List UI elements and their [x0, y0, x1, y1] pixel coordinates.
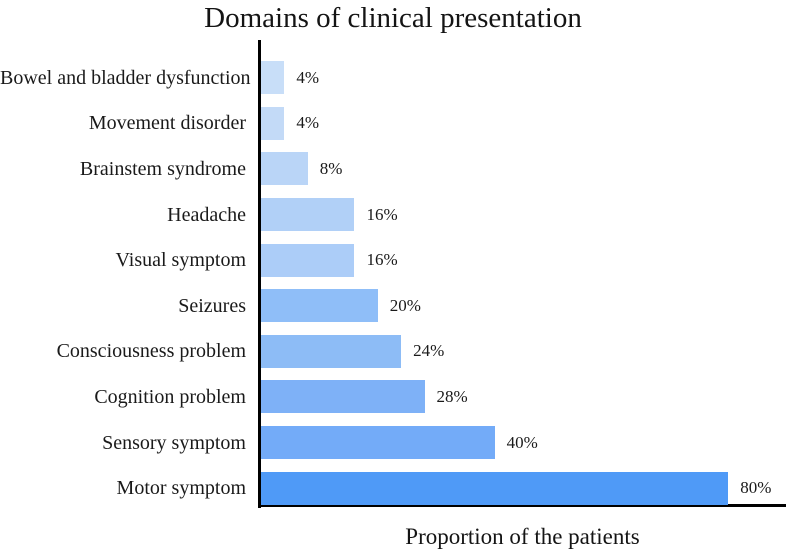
value-label: 4%	[296, 67, 320, 87]
bar-zone: 80%	[261, 465, 771, 511]
bar-row: Visual symptom 16%	[0, 237, 786, 283]
bar	[261, 61, 285, 95]
chart-title: Domains of clinical presentation	[204, 2, 582, 34]
category-label: Headache	[167, 203, 246, 226]
bar-row: Brainstem syndrome 8%	[0, 146, 786, 192]
bar-zone: 28%	[261, 374, 468, 420]
bar-row: Motor symptom 80%	[0, 465, 786, 511]
bar-zone: 8%	[261, 146, 342, 192]
bar	[261, 334, 402, 368]
bar-row: Headache 16%	[0, 192, 786, 238]
value-label: 16%	[366, 250, 398, 270]
y-axis-line	[258, 40, 261, 508]
bar-zone: 16%	[261, 237, 398, 283]
category-label: Sensory symptom	[102, 431, 246, 454]
category-label: Seizures	[178, 294, 246, 317]
bar-row: Bowel and bladder dysfunction 4%	[0, 55, 786, 101]
category-label: Cognition problem	[94, 385, 246, 408]
category-label: Motor symptom	[116, 477, 246, 500]
bar-row: Cognition problem 28%	[0, 374, 786, 420]
value-label: 28%	[436, 386, 468, 406]
bar	[261, 106, 285, 140]
value-label: 24%	[413, 341, 445, 361]
bar	[261, 289, 378, 323]
bar	[261, 471, 729, 505]
bar-rows: Bowel and bladder dysfunction 4% Movemen…	[0, 55, 786, 511]
bar	[261, 152, 308, 186]
bar-zone: 16%	[261, 192, 398, 238]
x-axis-label: Proportion of the patients	[405, 524, 640, 549]
bar-row: Seizures 20%	[0, 283, 786, 329]
bar-row: Movement disorder 4%	[0, 101, 786, 147]
value-label: 4%	[296, 113, 320, 133]
category-label: Movement disorder	[88, 112, 246, 135]
bar-row: Consciousness problem 24%	[0, 329, 786, 375]
x-axis-line	[258, 504, 786, 507]
bar-zone: 20%	[261, 283, 421, 329]
value-label: 80%	[740, 478, 772, 498]
category-label: Visual symptom	[115, 249, 246, 272]
bar	[261, 380, 425, 414]
category-label: Brainstem syndrome	[79, 157, 246, 180]
bar	[261, 198, 355, 232]
bar-zone: 4%	[261, 101, 319, 147]
bar-row: Sensory symptom 40%	[0, 420, 786, 466]
value-label: 20%	[389, 295, 421, 315]
category-label: Bowel and bladder dysfunction	[0, 66, 251, 89]
bar	[261, 426, 495, 460]
bar-zone: 4%	[261, 55, 319, 101]
value-label: 8%	[319, 158, 343, 178]
value-label: 40%	[506, 432, 538, 452]
category-label: Consciousness problem	[56, 340, 246, 363]
bar-zone: 24%	[261, 329, 444, 375]
value-label: 16%	[366, 204, 398, 224]
bar-zone: 40%	[261, 420, 538, 466]
bar	[261, 243, 355, 277]
